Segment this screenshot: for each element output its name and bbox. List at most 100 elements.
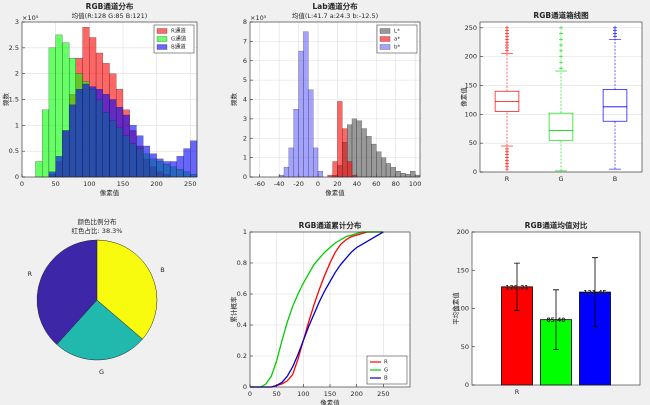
chart-title: RGB通道均值对比 bbox=[525, 220, 588, 230]
pie-slice bbox=[96, 239, 158, 340]
y-tick-label: 3 bbox=[15, 18, 19, 26]
chart-subtitle: 均值(R:128 G:85 B:121) bbox=[72, 11, 148, 20]
histogram-bar bbox=[42, 109, 50, 178]
x-tick-label: 50 bbox=[273, 390, 281, 398]
chart-subtitle: 均值(L:41.7 a:24.3 b:-12.5) bbox=[292, 11, 378, 20]
chart-subtitle: 红色占比: 38.3% bbox=[72, 226, 123, 235]
x-tick-label: R bbox=[505, 175, 510, 183]
legend-swatch bbox=[379, 36, 391, 42]
histogram-bar bbox=[89, 86, 97, 178]
x-tick-label: 150 bbox=[324, 390, 336, 398]
histogram-bar bbox=[190, 140, 198, 178]
y-tick-label: 2.5 bbox=[9, 44, 19, 52]
x-tick-label: B bbox=[613, 175, 617, 183]
x-tick-label: 60 bbox=[372, 180, 380, 188]
axes-frame bbox=[249, 21, 421, 178]
legend-label: a* bbox=[394, 37, 400, 43]
error-bar bbox=[553, 289, 559, 350]
y-tick-label: 6 bbox=[243, 57, 247, 65]
y-tick-label: 4 bbox=[243, 96, 247, 104]
slice-label: B bbox=[160, 266, 164, 274]
histogram-bar bbox=[376, 151, 382, 178]
y-tick-label: 0 bbox=[465, 381, 469, 389]
histogram-bar bbox=[381, 157, 387, 178]
y-tick-label: 0 bbox=[243, 173, 247, 181]
histogram-bar bbox=[122, 114, 130, 178]
y-axis-label: 像素值 bbox=[459, 87, 468, 107]
histogram-bar bbox=[395, 171, 401, 178]
legend-swatch bbox=[156, 44, 168, 50]
value-label: 121.45 bbox=[583, 290, 606, 297]
histogram-bar bbox=[75, 89, 83, 178]
slice-label: R bbox=[28, 270, 33, 278]
axes-frame bbox=[479, 21, 643, 173]
histogram-bar bbox=[400, 173, 406, 178]
y-tick-label: 1 bbox=[15, 121, 19, 129]
histogram-bar bbox=[410, 171, 416, 178]
y-tick-label: 8 bbox=[243, 18, 247, 26]
x-tick-label: 250 bbox=[377, 390, 389, 398]
outlier bbox=[559, 25, 563, 30]
y-tick-label: 250 bbox=[465, 24, 477, 32]
outlier bbox=[559, 37, 563, 42]
histogram-bar bbox=[356, 120, 362, 178]
outlier bbox=[559, 43, 563, 48]
histogram-bar bbox=[116, 107, 124, 178]
histogram-bar bbox=[35, 161, 43, 178]
x-tick-label: 250 bbox=[184, 180, 196, 188]
histogram-bar bbox=[109, 99, 117, 178]
outlier bbox=[559, 31, 563, 36]
x-tick-label: 200 bbox=[350, 390, 362, 398]
histogram-bar bbox=[55, 34, 63, 178]
y-tick-label: 2 bbox=[15, 70, 19, 78]
box bbox=[548, 112, 574, 141]
axes-frame bbox=[249, 231, 411, 388]
outlier bbox=[559, 66, 563, 71]
x-tick-label: 200 bbox=[150, 180, 162, 188]
y-axis-label: 频数 bbox=[1, 93, 10, 107]
histogram-bar bbox=[385, 163, 391, 178]
histogram-bar bbox=[136, 135, 144, 178]
histogram-bar bbox=[347, 161, 353, 178]
x-tick-label: 80 bbox=[392, 180, 400, 188]
histogram-bar bbox=[405, 173, 411, 178]
y-tick-label: 50 bbox=[469, 139, 477, 147]
value-label: 128.31 bbox=[505, 284, 528, 291]
x-tick-label: 100 bbox=[83, 180, 95, 188]
outlier bbox=[505, 25, 509, 30]
histogram-bar bbox=[298, 50, 304, 178]
histogram-bar bbox=[55, 156, 63, 178]
y-tick-label: 1 bbox=[243, 228, 247, 236]
y-axis-label: 累计概率 bbox=[229, 296, 238, 323]
legend-swatch bbox=[379, 28, 391, 34]
x-tick-label: G bbox=[558, 175, 563, 183]
histogram-bar bbox=[169, 161, 177, 178]
histogram-bar bbox=[68, 104, 76, 178]
histogram-bar bbox=[149, 153, 157, 178]
histogram-bar bbox=[163, 161, 171, 178]
histogram-bar bbox=[82, 83, 90, 178]
chart-title: RGB通道分布 bbox=[86, 1, 134, 11]
outlier bbox=[559, 54, 563, 59]
histogram-bar bbox=[288, 147, 294, 178]
chart-title: RGB通道箱线图 bbox=[533, 10, 589, 20]
legend-label: b* bbox=[394, 45, 400, 51]
histogram-bar bbox=[332, 161, 338, 178]
legend-label: B通道 bbox=[171, 43, 186, 51]
x-axis-label: 像素值 bbox=[100, 188, 120, 197]
outlier bbox=[559, 60, 563, 65]
histogram-bar bbox=[48, 47, 56, 178]
histogram-bar bbox=[143, 145, 151, 178]
x-axis-label: 像素值 bbox=[320, 398, 340, 405]
pie-slice bbox=[56, 299, 143, 361]
y-tick-label: 0.5 bbox=[9, 147, 19, 155]
x-tick-label: 50 bbox=[52, 180, 60, 188]
x-tick-label: 100 bbox=[297, 390, 309, 398]
slice-label: G bbox=[99, 368, 104, 376]
error-bar bbox=[592, 257, 598, 327]
legend-label: R bbox=[384, 360, 388, 366]
chart-title: 颜色比例分布 bbox=[78, 217, 118, 226]
histogram-bar bbox=[351, 118, 357, 178]
y-tick-label: 0 bbox=[243, 383, 247, 391]
